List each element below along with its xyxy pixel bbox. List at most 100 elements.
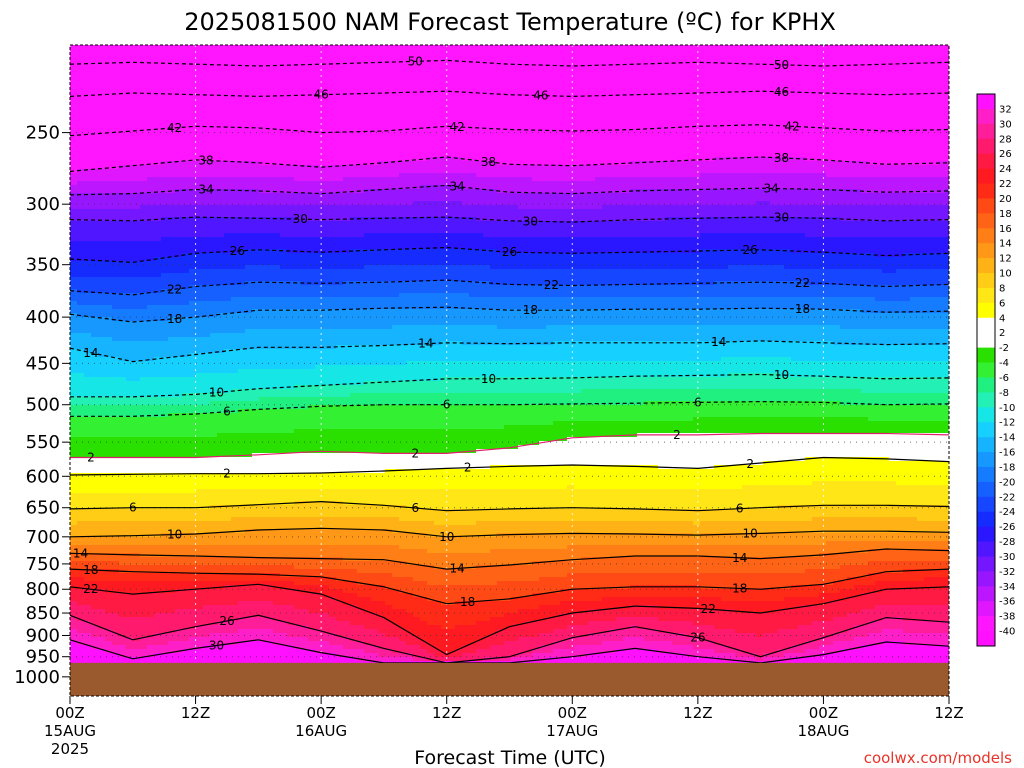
contour-label: 18 bbox=[460, 595, 475, 609]
colorbar-swatch bbox=[977, 317, 995, 334]
colorbar-swatch bbox=[977, 287, 995, 304]
colorbar-frame bbox=[976, 93, 996, 647]
x-tick-date: 17AUG bbox=[546, 722, 598, 740]
colorbar-label: -34 bbox=[999, 582, 1015, 593]
y-tick-label: 700 bbox=[26, 527, 60, 548]
y-tick-label: 300 bbox=[26, 194, 60, 215]
colorbar-swatch bbox=[977, 108, 995, 125]
contour-label: 2 bbox=[87, 451, 95, 465]
contour-label: 6 bbox=[412, 501, 420, 515]
contour-label: 10 bbox=[439, 530, 454, 544]
colorbar-swatch bbox=[977, 496, 995, 513]
y-tick-label: 850 bbox=[26, 603, 60, 624]
colorbar-label: 30 bbox=[999, 119, 1012, 130]
y-tick-label: 450 bbox=[26, 353, 60, 374]
contour-label: 2 bbox=[673, 428, 681, 442]
colorbar-label: -32 bbox=[999, 567, 1015, 578]
contour-label: 2 bbox=[412, 446, 420, 460]
x-tick-date: 18AUG bbox=[797, 722, 849, 740]
x-tick-label: 12Z bbox=[432, 704, 461, 722]
colorbar-label: 32 bbox=[999, 104, 1012, 115]
contour-label: 6 bbox=[129, 501, 137, 515]
colorbar-swatch bbox=[977, 541, 995, 557]
contour-label: 18 bbox=[732, 581, 747, 595]
colorbar-label: 10 bbox=[999, 269, 1012, 280]
contour-label: 34 bbox=[763, 181, 778, 195]
x-tick-year: 2025 bbox=[51, 740, 89, 758]
contour-label: 6 bbox=[443, 398, 451, 412]
x-tick-label: 12Z bbox=[683, 704, 712, 722]
colorbar-label: -26 bbox=[999, 522, 1015, 533]
colorbar-label: -38 bbox=[999, 612, 1015, 623]
colorbar-label: -10 bbox=[999, 403, 1015, 414]
colorbar-swatch bbox=[977, 437, 995, 453]
y-tick-label: 250 bbox=[26, 123, 60, 144]
colorbar-label: 16 bbox=[999, 224, 1012, 235]
contour-label: 26 bbox=[690, 631, 705, 645]
y-tick-label: 650 bbox=[26, 498, 60, 519]
contour-label: 30 bbox=[209, 639, 224, 653]
contour-line bbox=[69, 527, 950, 538]
y-tick-label: 1000 bbox=[14, 667, 60, 688]
contour-label: 26 bbox=[743, 243, 758, 257]
colorbar-label: -40 bbox=[999, 627, 1015, 638]
contour-label: 22 bbox=[795, 276, 810, 290]
colorbar-label: -36 bbox=[999, 597, 1015, 608]
contour-label: 14 bbox=[450, 561, 465, 575]
y-tick-label: 550 bbox=[26, 432, 60, 453]
x-tick-label: 12Z bbox=[181, 704, 210, 722]
colorbar-label: 6 bbox=[999, 298, 1005, 309]
colorbar-label: -24 bbox=[999, 507, 1015, 518]
contour-label: 42 bbox=[167, 121, 182, 135]
colorbar-label: -18 bbox=[999, 462, 1015, 473]
y-tick-label: 350 bbox=[26, 255, 60, 276]
colorbar-label: -22 bbox=[999, 492, 1015, 503]
contour-label: 22 bbox=[83, 582, 98, 596]
contour-label: 10 bbox=[743, 527, 758, 541]
colorbar-label: 26 bbox=[999, 149, 1012, 160]
x-tick-label: 00Z bbox=[558, 704, 587, 722]
colorbar-swatch bbox=[977, 258, 995, 274]
ground-fill bbox=[70, 662, 949, 696]
contour-label: 2 bbox=[746, 457, 754, 471]
colorbar-label: 4 bbox=[999, 313, 1005, 324]
contour-label: 50 bbox=[408, 54, 423, 68]
contour-label: 26 bbox=[502, 245, 517, 259]
contour-label: 30 bbox=[293, 212, 308, 226]
contour-label: 14 bbox=[73, 547, 88, 561]
colorbar-label: -12 bbox=[999, 418, 1015, 429]
x-tick-label: 12Z bbox=[934, 704, 963, 722]
x-axis-label: Forecast Time (UTC) bbox=[414, 747, 605, 768]
contour-line bbox=[69, 156, 950, 172]
colorbar-label: 8 bbox=[999, 283, 1005, 294]
colorbar-label: 12 bbox=[999, 254, 1012, 265]
contour-line bbox=[69, 279, 950, 296]
contour-label: 14 bbox=[711, 335, 726, 349]
colorbar-swatch bbox=[977, 168, 995, 184]
colorbar-label: 28 bbox=[999, 134, 1012, 145]
y-tick-label: 400 bbox=[26, 307, 60, 328]
colorbar-swatch bbox=[977, 273, 995, 289]
contour-label: 22 bbox=[167, 282, 182, 296]
colorbar-label: -30 bbox=[999, 552, 1015, 563]
y-tick-label: 800 bbox=[26, 579, 60, 600]
colorbar-label: -16 bbox=[999, 448, 1015, 459]
colorbar-label: 24 bbox=[999, 164, 1012, 175]
contour-label: 14 bbox=[418, 337, 433, 351]
contour-label: 6 bbox=[694, 395, 702, 409]
contour-label: 38 bbox=[198, 153, 213, 167]
colorbar-swatch bbox=[977, 511, 995, 528]
y-axis-ticks: 2503003504004505005506006507007508008509… bbox=[14, 123, 70, 688]
colorbar-swatch bbox=[977, 347, 995, 363]
colorbar-label: -8 bbox=[999, 388, 1009, 399]
colorbar-swatch bbox=[977, 452, 995, 468]
contour-label: 18 bbox=[167, 312, 182, 326]
x-tick-date: 16AUG bbox=[295, 722, 347, 740]
contour-line bbox=[69, 500, 950, 512]
chart-title: 2025081500 NAM Forecast Temperature (ºC)… bbox=[184, 8, 836, 36]
contour-label: 30 bbox=[523, 214, 538, 228]
contour-line bbox=[69, 548, 950, 570]
colorbar-swatch bbox=[977, 466, 995, 483]
